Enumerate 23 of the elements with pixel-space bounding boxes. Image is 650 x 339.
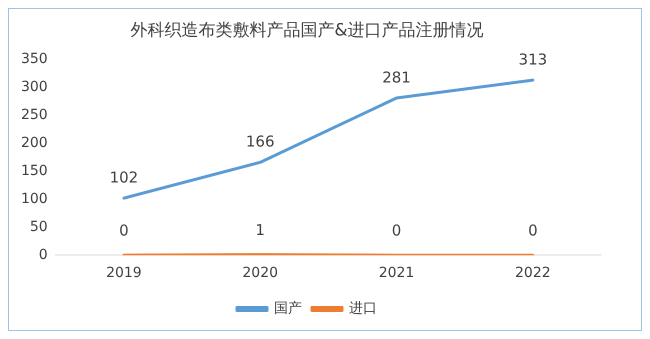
data-label: 166 <box>246 132 275 151</box>
data-label: 281 <box>382 68 411 86</box>
y-tick-label: 0 <box>38 246 48 263</box>
legend-label: 进口 <box>349 300 377 317</box>
legend-label: 国产 <box>274 300 302 317</box>
data-label: 0 <box>528 222 538 240</box>
data-label: 313 <box>518 50 548 68</box>
data-label: 0 <box>119 222 129 240</box>
data-label: 102 <box>110 168 138 187</box>
chart-title: 外科织造布类敷料产品国产&进口产品注册情况 <box>130 20 484 41</box>
x-tick-label: 2021 <box>378 265 414 282</box>
y-tick-label: 200 <box>20 134 48 151</box>
x-tick-label: 2019 <box>106 265 142 282</box>
y-tick-label: 150 <box>20 162 48 179</box>
y-tick-label: 300 <box>20 79 48 96</box>
y-tick-label: 50 <box>30 218 48 235</box>
data-label: 1 <box>255 221 265 240</box>
y-tick-label: 100 <box>20 190 48 207</box>
y-tick-label: 250 <box>20 106 48 123</box>
x-tick-label: 2022 <box>515 265 551 282</box>
x-tick-label: 2020 <box>242 265 278 282</box>
y-tick-label: 350 <box>20 51 48 68</box>
data-label: 0 <box>392 222 402 240</box>
